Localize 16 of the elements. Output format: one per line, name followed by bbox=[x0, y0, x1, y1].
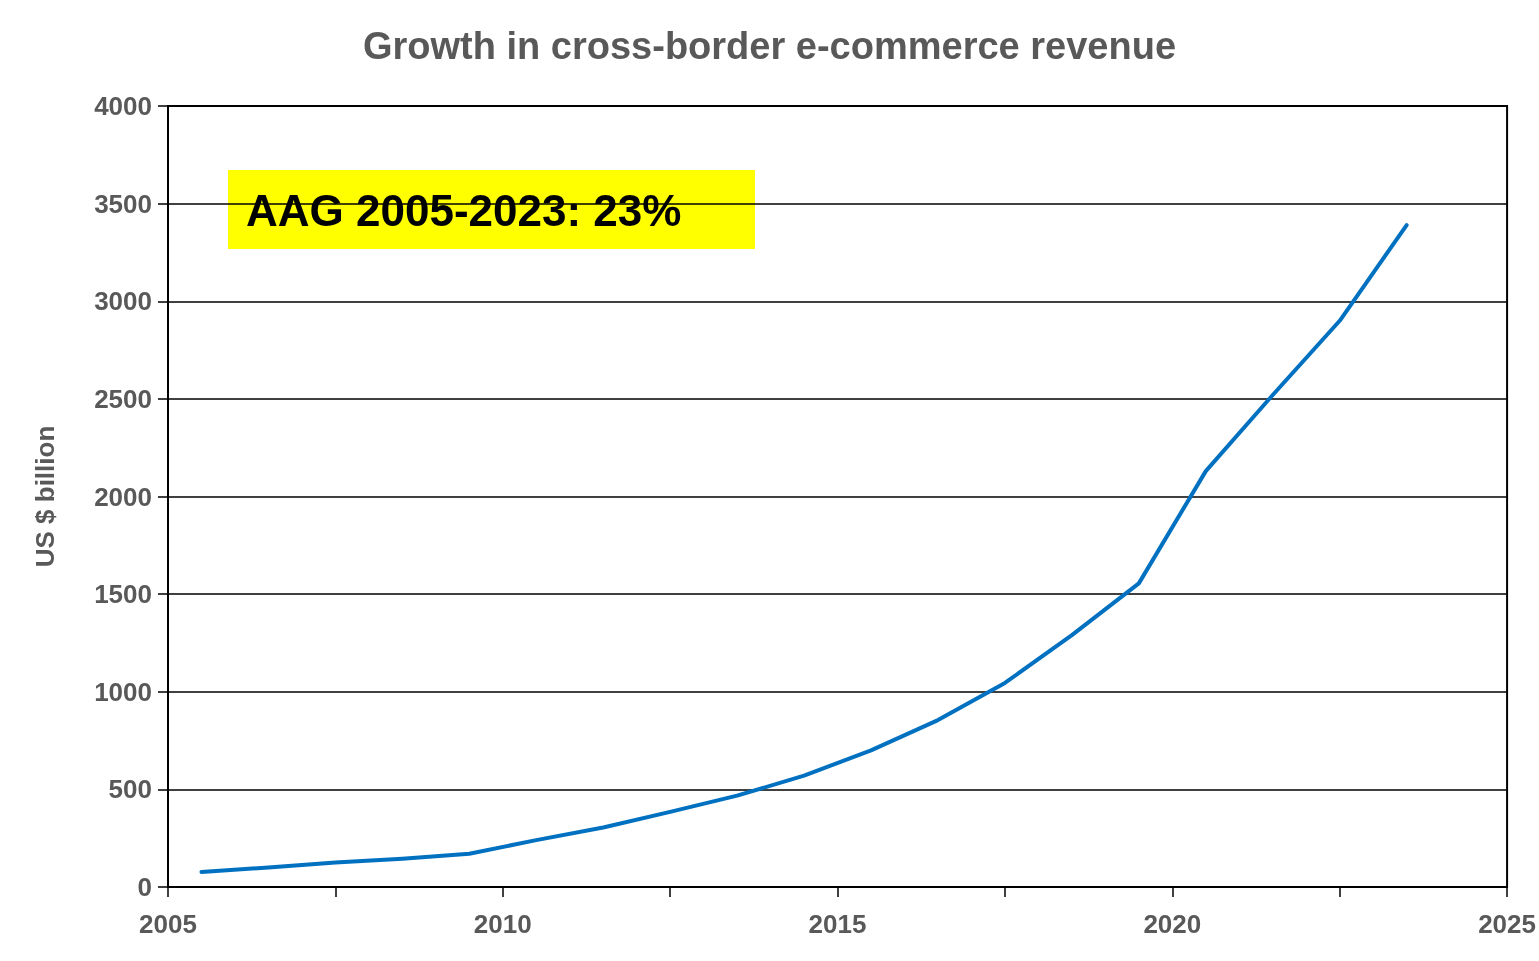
x-tick-label: 2010 bbox=[473, 909, 532, 939]
y-tick-label: 3000 bbox=[94, 286, 152, 317]
y-tick-label: 0 bbox=[137, 872, 152, 902]
y-tick-label: 1500 bbox=[94, 579, 152, 610]
chart-title: Growth in cross-border e-commerce revenue bbox=[362, 25, 1177, 67]
y-axis-title: US $ billion bbox=[30, 425, 60, 568]
y-tick-label: 4000 bbox=[94, 91, 152, 121]
x-tick-label: 2020 bbox=[1143, 909, 1202, 939]
x-tick-label: 2025 bbox=[1478, 909, 1536, 939]
y-tick-label: 1000 bbox=[94, 676, 152, 707]
y-tick-label: 3500 bbox=[94, 188, 152, 219]
y-tick-label: 2000 bbox=[94, 481, 152, 512]
y-tick-label: 2500 bbox=[94, 383, 152, 414]
x-tick-label: 2015 bbox=[808, 909, 867, 939]
x-tick-label: 2005 bbox=[139, 909, 197, 939]
y-tick-label: 500 bbox=[108, 774, 152, 805]
